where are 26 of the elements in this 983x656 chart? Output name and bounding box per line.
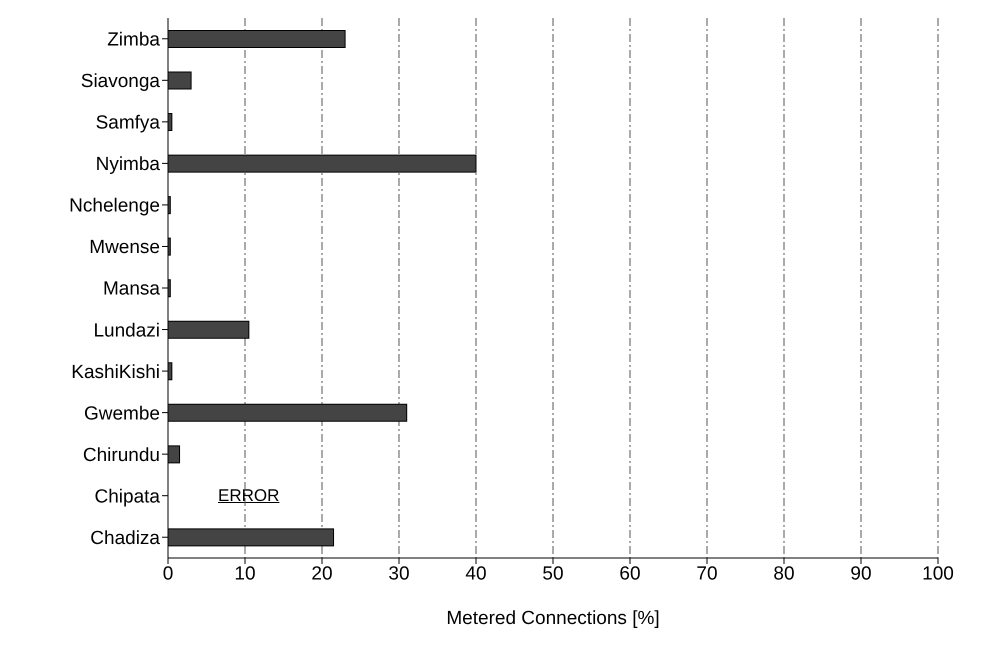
x-tick-label: 20 [311,563,333,584]
annotation: ERROR [218,486,280,506]
x-tick-label: 10 [234,563,256,584]
x-axis-title: Metered Connections [%] [446,608,660,629]
x-tick-label: 40 [465,563,487,584]
x-tick-label: 100 [922,563,954,584]
y-tick-label: Chipata [94,486,160,508]
x-tick-label: 70 [696,563,718,584]
y-tick-label: Zimba [107,30,160,51]
x-tick-label: 90 [850,563,872,584]
y-tick-label: Samfya [96,112,160,134]
y-tick-label: Nchelenge [69,196,160,217]
x-tick-label: 0 [162,563,174,584]
x-tick-label: 80 [773,563,795,584]
y-tick-label: Siavonga [80,71,160,92]
y-tick-label: Nyimba [96,154,160,176]
x-tick-label: 30 [388,563,410,584]
y-tick-label: Mwense [89,237,160,258]
y-tick-label: Mansa [102,278,160,300]
y-tick-label: Chirundu [82,444,160,466]
x-tick-label: 60 [619,563,641,584]
x-tick-label: 50 [542,563,564,584]
y-tick-label: KashiKishi [71,362,160,383]
y-tick-label: Chadiza [90,528,160,549]
y-tick-label: Gwembe [84,403,160,424]
y-tick-label: Lundazi [93,320,160,342]
